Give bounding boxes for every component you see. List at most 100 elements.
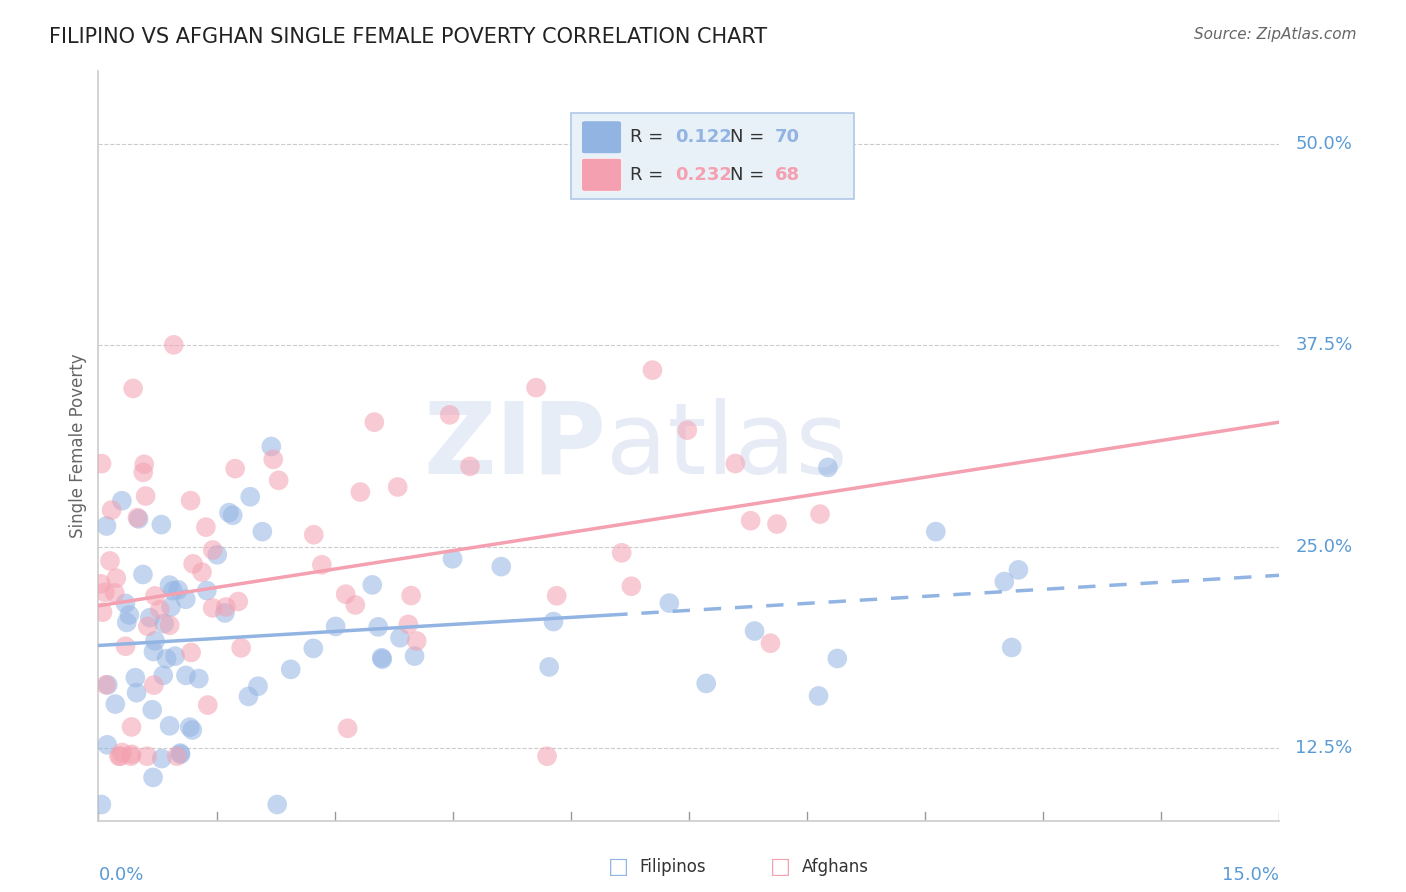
Point: [174, 592, 197, 607]
Text: 25.0%: 25.0%: [1295, 538, 1353, 556]
Point: [139, 610, 162, 624]
Point: [367, 620, 389, 634]
Point: [226, 594, 249, 608]
Point: [90, 576, 112, 591]
Point: [387, 480, 409, 494]
Point: [159, 719, 181, 733]
Point: [114, 639, 136, 653]
Point: [766, 516, 789, 531]
Point: [238, 690, 260, 704]
Point: [252, 524, 274, 539]
Point: [121, 747, 143, 762]
Point: [695, 676, 717, 690]
Text: 0.232: 0.232: [675, 166, 731, 184]
Point: [925, 524, 948, 539]
Point: [124, 671, 146, 685]
Point: [155, 651, 177, 665]
Point: [239, 490, 262, 504]
Point: [150, 751, 173, 765]
Point: [142, 678, 165, 692]
Point: [96, 519, 118, 533]
Point: [121, 720, 143, 734]
Point: [132, 466, 155, 480]
Point: [150, 517, 173, 532]
Point: [280, 662, 302, 676]
Point: [302, 641, 325, 656]
Point: [180, 493, 202, 508]
Point: [1007, 563, 1029, 577]
Point: [169, 747, 191, 762]
Point: [458, 459, 481, 474]
Point: [807, 689, 830, 703]
Point: [808, 507, 831, 521]
Point: [96, 738, 118, 752]
FancyBboxPatch shape: [571, 112, 855, 199]
Point: [336, 721, 359, 735]
Text: N =: N =: [730, 166, 770, 184]
Point: [744, 624, 766, 638]
Point: [215, 599, 238, 614]
Point: [371, 652, 394, 666]
Point: [218, 506, 240, 520]
Point: [993, 574, 1015, 589]
Point: [405, 634, 427, 648]
Point: [125, 686, 148, 700]
Point: [439, 408, 461, 422]
Point: [166, 749, 188, 764]
Point: [441, 551, 464, 566]
Point: [676, 423, 699, 437]
Point: [194, 520, 217, 534]
Text: N =: N =: [730, 128, 770, 146]
Point: [229, 640, 252, 655]
Point: [197, 698, 219, 712]
Point: [94, 678, 117, 692]
Text: Filipinos: Filipinos: [640, 858, 706, 876]
Point: [134, 457, 156, 471]
Point: [181, 557, 204, 571]
Point: [128, 512, 150, 526]
Point: [222, 508, 245, 523]
Point: [302, 528, 325, 542]
Point: [759, 636, 782, 650]
Text: 0.0%: 0.0%: [98, 866, 143, 884]
Point: [399, 589, 422, 603]
Text: atlas: atlas: [606, 398, 848, 494]
Text: □: □: [770, 857, 790, 877]
Point: [162, 583, 184, 598]
Point: [141, 703, 163, 717]
Point: [114, 596, 136, 610]
Point: [370, 650, 392, 665]
Point: [187, 672, 209, 686]
Point: [266, 797, 288, 812]
Point: [658, 596, 681, 610]
Point: [524, 381, 547, 395]
Point: [817, 460, 839, 475]
Point: [363, 415, 385, 429]
Text: 50.0%: 50.0%: [1295, 135, 1353, 153]
Point: [152, 668, 174, 682]
Point: [247, 679, 270, 693]
Point: [311, 558, 333, 572]
Point: [224, 461, 246, 475]
Point: [108, 749, 131, 764]
Point: [127, 510, 149, 524]
Point: [214, 606, 236, 620]
Text: Afghans: Afghans: [801, 858, 869, 876]
Point: [91, 605, 114, 619]
Point: [267, 473, 290, 487]
Point: [135, 489, 157, 503]
FancyBboxPatch shape: [582, 120, 621, 153]
Point: [100, 503, 122, 517]
Point: [195, 583, 218, 598]
Point: [142, 771, 165, 785]
Point: [260, 440, 283, 454]
Point: [122, 381, 145, 395]
Point: [325, 619, 347, 633]
Text: FILIPINO VS AFGHAN SINGLE FEMALE POVERTY CORRELATION CHART: FILIPINO VS AFGHAN SINGLE FEMALE POVERTY…: [49, 27, 768, 46]
Text: 37.5%: 37.5%: [1295, 336, 1353, 354]
Point: [136, 619, 159, 633]
Point: [136, 749, 159, 764]
Point: [361, 578, 384, 592]
Point: [344, 598, 367, 612]
Point: [98, 554, 121, 568]
